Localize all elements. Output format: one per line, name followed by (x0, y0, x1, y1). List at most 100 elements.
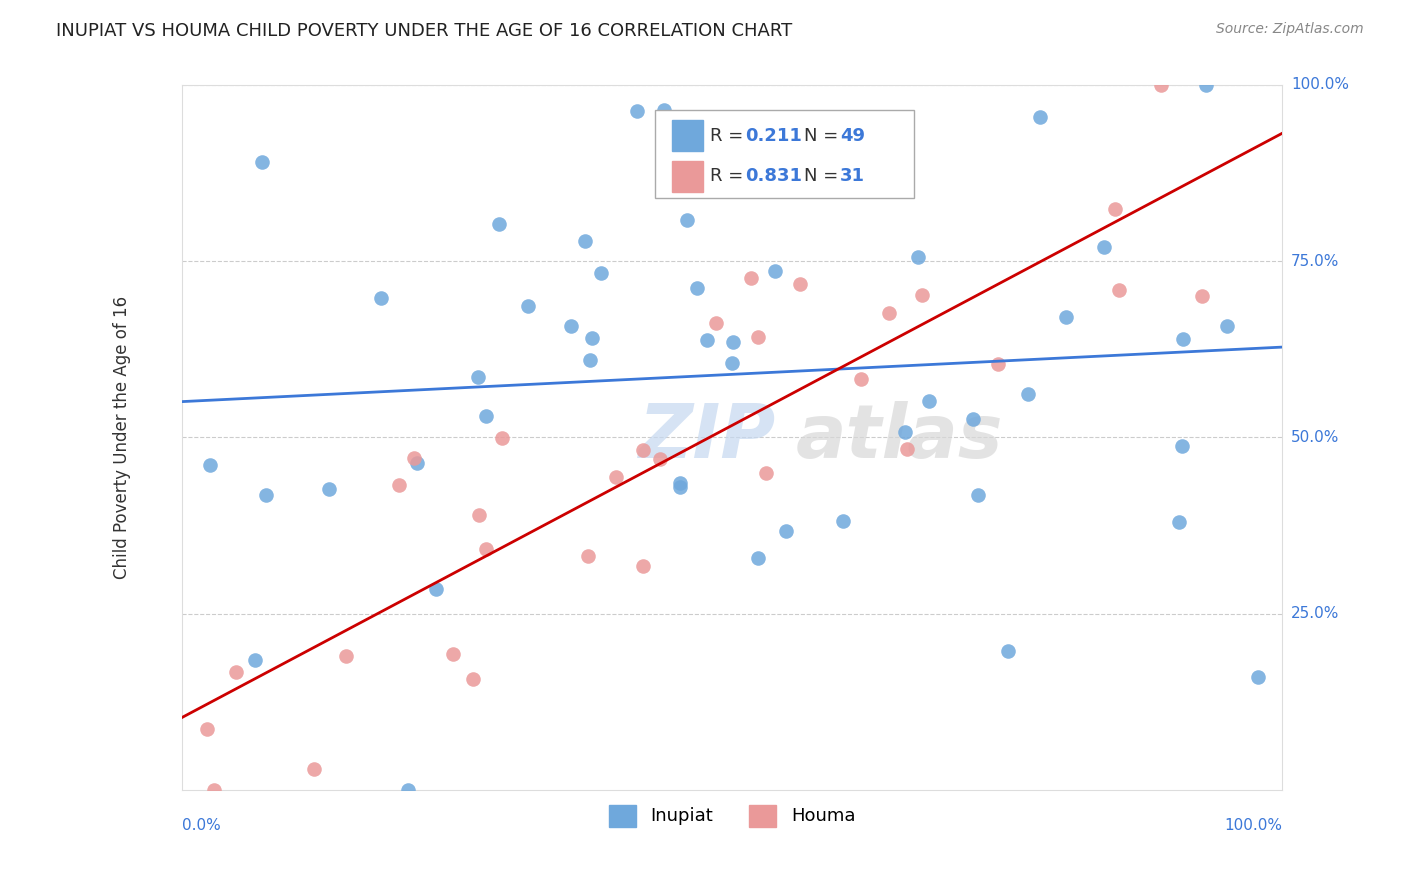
Point (576, 549, 599, 563)
Point (894, 425, 917, 439)
Text: 50.0%: 50.0% (1291, 430, 1340, 445)
Point (404, 450, 426, 465)
Point (250, 154, 273, 169)
Text: 0.831: 0.831 (745, 168, 803, 186)
Point (1149, 78, 1171, 92)
Point (1104, 202, 1126, 217)
Text: 25.0%: 25.0% (1291, 607, 1340, 621)
Point (225, 665, 247, 679)
Point (1216, 318, 1239, 333)
Point (1029, 110, 1052, 124)
Text: INUPIAT VS HOUMA CHILD POVERTY UNDER THE AGE OF 16 CORRELATION CHART: INUPIAT VS HOUMA CHILD POVERTY UNDER THE… (56, 22, 793, 40)
Point (1108, 283, 1130, 297)
Point (1092, 240, 1115, 254)
Point (849, 372, 872, 386)
Point (197, 722, 219, 736)
Point (896, 442, 918, 457)
Point (488, 217, 510, 231)
Text: 100.0%: 100.0% (1291, 78, 1348, 93)
Point (441, 648, 464, 662)
Text: 75.0%: 75.0% (1291, 253, 1340, 268)
Point (202, 783, 225, 797)
Point (648, 451, 671, 466)
Point (763, 264, 786, 278)
Point (1195, 78, 1218, 92)
Text: R =: R = (710, 168, 749, 186)
Point (668, 480, 690, 494)
Text: 49: 49 (839, 127, 865, 145)
Point (740, 271, 762, 285)
Point (626, 104, 648, 119)
Point (997, 644, 1019, 658)
Point (967, 488, 990, 502)
Point (467, 508, 489, 523)
Point (335, 648, 357, 663)
Point (560, 318, 582, 333)
Point (491, 431, 513, 445)
Point (516, 299, 538, 313)
Point (1171, 439, 1194, 453)
Point (654, 103, 676, 117)
Text: 31: 31 (839, 168, 865, 186)
Text: atlas: atlas (796, 401, 1004, 474)
Point (388, 478, 411, 492)
Point (467, 369, 489, 384)
Point (318, 482, 340, 496)
Point (591, 266, 613, 280)
Point (1171, 332, 1194, 346)
Point (747, 550, 769, 565)
Point (747, 330, 769, 344)
Point (1017, 387, 1039, 401)
Point (676, 213, 699, 227)
Point (907, 250, 929, 264)
Point (696, 333, 718, 347)
Point (669, 476, 692, 491)
Point (1168, 515, 1191, 529)
Point (396, 783, 419, 797)
Point (581, 331, 603, 345)
Point (831, 514, 853, 528)
Point (631, 558, 654, 573)
Point (425, 582, 447, 596)
Text: N =: N = (804, 127, 844, 145)
Point (711, 150, 734, 164)
Point (302, 763, 325, 777)
Point (755, 466, 778, 480)
Point (1247, 670, 1270, 684)
Point (605, 470, 627, 484)
Point (686, 281, 709, 295)
Point (1054, 310, 1077, 324)
Point (463, 672, 485, 686)
Point (704, 317, 727, 331)
Text: Child Poverty Under the Age of 16: Child Poverty Under the Age of 16 (112, 296, 131, 579)
Point (475, 409, 498, 423)
FancyBboxPatch shape (655, 110, 914, 198)
Text: Source: ZipAtlas.com: Source: ZipAtlas.com (1216, 22, 1364, 37)
Point (243, 653, 266, 667)
Legend: Inupiat, Houma: Inupiat, Houma (602, 797, 863, 834)
Point (574, 234, 596, 248)
Point (918, 393, 941, 408)
Point (631, 442, 654, 457)
Point (801, 153, 824, 168)
Point (370, 291, 392, 305)
Point (254, 488, 277, 502)
Bar (672, 120, 703, 152)
Point (475, 542, 498, 557)
Text: ZIP: ZIP (638, 401, 776, 474)
Point (911, 288, 934, 302)
Text: 0.211: 0.211 (745, 127, 803, 145)
Point (775, 524, 797, 538)
Bar (672, 161, 703, 192)
Point (721, 356, 744, 370)
Point (789, 277, 811, 292)
Point (1191, 289, 1213, 303)
Point (962, 412, 984, 426)
Text: N =: N = (804, 168, 844, 186)
Point (578, 352, 600, 367)
Point (987, 357, 1010, 371)
Point (198, 458, 221, 473)
Text: 0.0%: 0.0% (183, 818, 221, 833)
Point (406, 456, 429, 470)
Text: 100.0%: 100.0% (1225, 818, 1282, 833)
